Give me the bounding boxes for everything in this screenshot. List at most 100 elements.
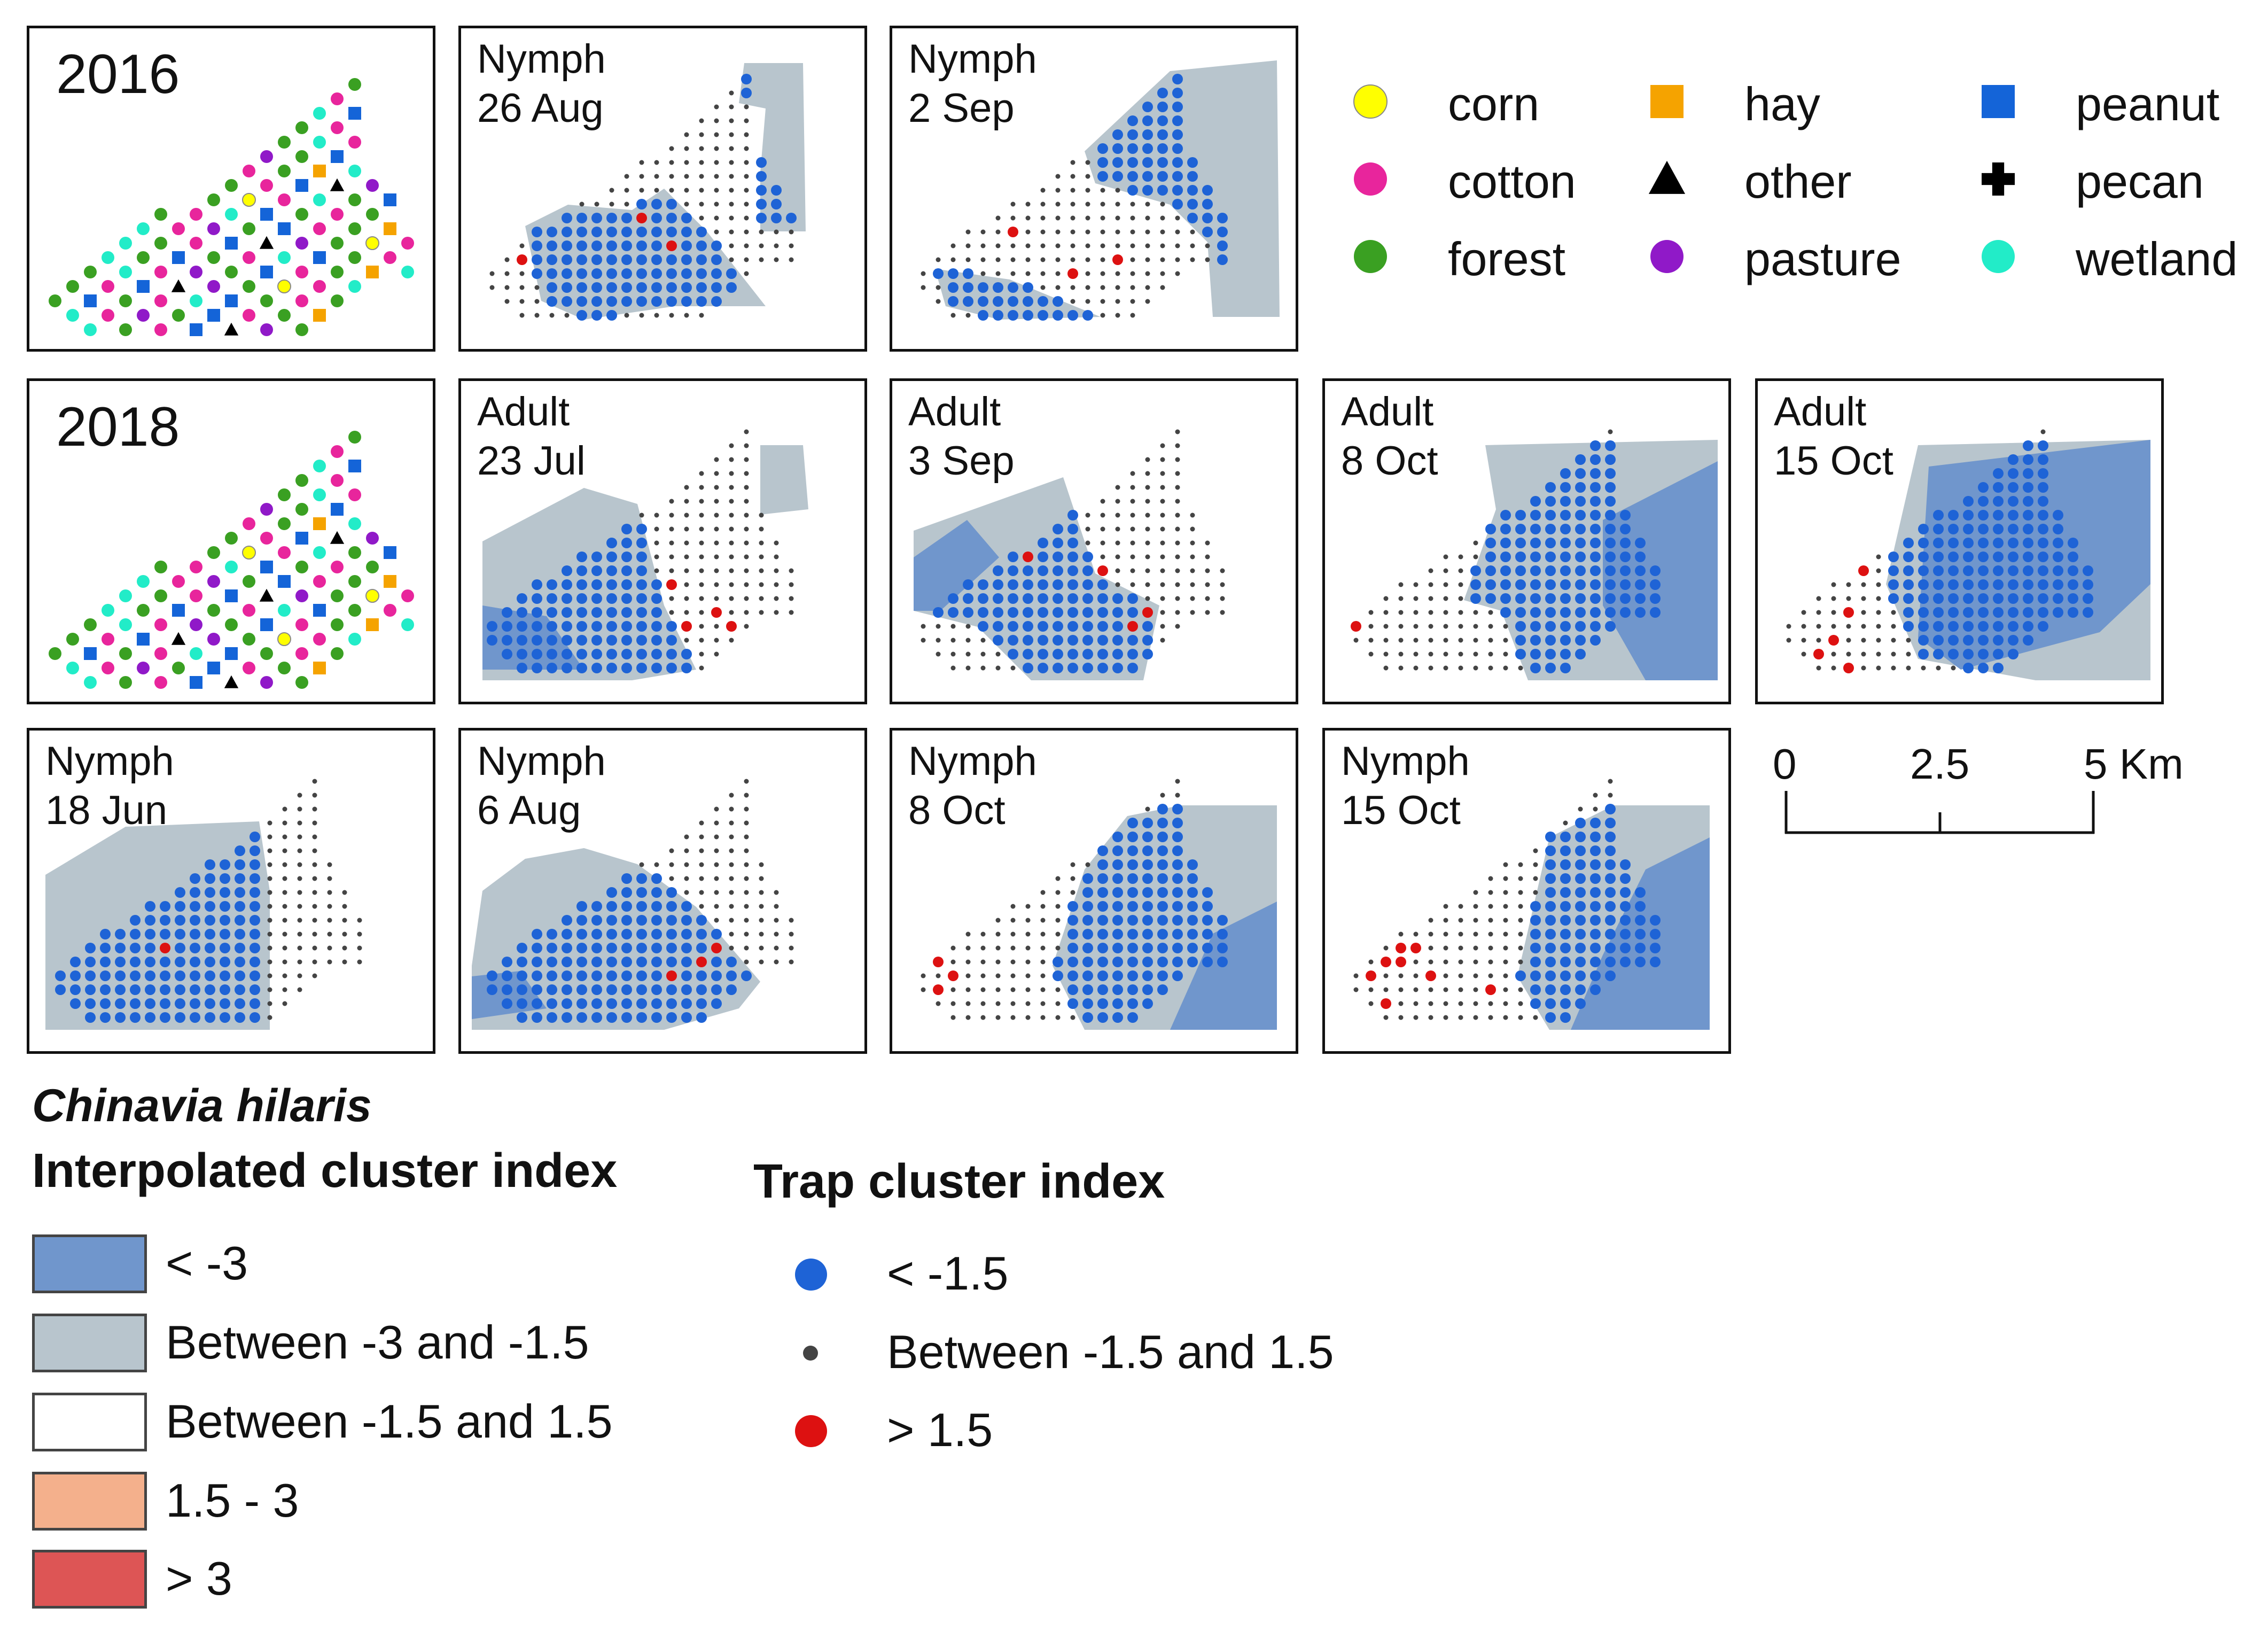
trap-dot-low [1620, 915, 1631, 926]
trap-dot-neutral [1115, 201, 1120, 207]
trap-dot-low [1038, 552, 1048, 562]
landuse-marker-forest [295, 208, 308, 221]
trap-dot-low [1008, 593, 1018, 604]
trap-dot-low [696, 254, 707, 265]
trap-dot-neutral [1190, 540, 1195, 546]
trap-dot-neutral [1055, 271, 1061, 276]
trap-dot-low [2023, 482, 2033, 493]
trap-dot-neutral [1518, 876, 1523, 881]
trap-dot-low [160, 998, 170, 1009]
trap-dot-low [1590, 579, 1601, 590]
panel-title: Nymph 2 Sep [908, 35, 1037, 133]
trap-dot-low [250, 970, 260, 981]
trap-dot-low [190, 1012, 200, 1023]
legend-symbol-pecan [1982, 173, 2015, 185]
trap-dot-neutral [1145, 457, 1150, 462]
trap-dot-low [1530, 663, 1541, 673]
trap-dot-low [1918, 524, 1929, 534]
trap-dot-low [2083, 579, 2093, 590]
landuse-marker-cotton [154, 323, 167, 336]
trap-dot-low [1112, 998, 1123, 1009]
trap-dot-low [1127, 143, 1138, 154]
trap-dot-neutral [729, 201, 734, 207]
trap-dot-neutral [1010, 665, 1016, 671]
trap-dot-neutral [921, 285, 926, 290]
trap-dot-neutral [1816, 596, 1821, 601]
trap-dot-low [1620, 607, 1631, 618]
landuse-marker-corn [277, 632, 291, 646]
landuse-marker-peanut [260, 618, 273, 631]
trap-dot-neutral [1443, 596, 1448, 601]
trap-dot-neutral [282, 918, 287, 923]
panel-stage: Adult [1774, 389, 1867, 434]
panel-date: 3 Sep [908, 438, 1015, 484]
trap-dot-low [1545, 957, 1556, 967]
trap-dot-neutral [282, 820, 287, 826]
trap-map [914, 429, 1225, 680]
trap-dot-low [1560, 901, 1571, 912]
trap-dot-neutral [1025, 918, 1031, 923]
trap-dot-low [591, 552, 602, 562]
trap-dot-neutral [1428, 959, 1433, 965]
trap-dot-low [160, 901, 170, 912]
trap-dot-neutral [1428, 931, 1433, 937]
scale-label-5km: 5 Km [2084, 740, 2184, 788]
trap-dot-low [70, 984, 81, 995]
trap-dot-low [681, 943, 692, 953]
trap-dot-low [235, 998, 245, 1009]
trap-dot-low [651, 887, 662, 898]
landuse-marker-cotton [295, 266, 308, 278]
trap-dot-low [1560, 468, 1571, 479]
trap-dot-neutral [744, 457, 749, 462]
trap-dot-low [175, 984, 185, 995]
trap-dot-low [1650, 607, 1661, 618]
trap-dot-neutral [936, 973, 941, 978]
trap-dot-low [532, 663, 542, 673]
trap-dot-neutral [699, 848, 704, 853]
trap-dot-low [636, 254, 647, 265]
trap-dot-low [1560, 524, 1571, 534]
trap-dot-neutral [267, 931, 272, 937]
trap-dot-high [933, 984, 944, 995]
trap-dot-neutral [267, 959, 272, 965]
trap-dot-low [532, 593, 542, 604]
trap-dot-low [1053, 538, 1063, 548]
trap-dot-low [1560, 593, 1571, 604]
trap-dot-neutral [1010, 945, 1016, 951]
trap-dot-low [1097, 915, 1108, 926]
trap-dot-neutral [1533, 876, 1538, 881]
trap-dot-low [502, 957, 512, 967]
trap-dot-low [2053, 565, 2063, 576]
trap-dot-neutral [744, 243, 749, 248]
trap-dot-low [606, 593, 617, 604]
trap-dot-low [666, 929, 677, 939]
trap-dot-low [1157, 102, 1168, 112]
trap-dot-neutral [342, 918, 347, 923]
trap-dot-high [160, 943, 170, 953]
trap-dot-low [1500, 565, 1511, 576]
trap-dot-neutral [744, 931, 749, 937]
trap-dot-low [576, 268, 587, 279]
landuse-marker-wetland [66, 309, 79, 322]
trap-dot-low [1515, 607, 1526, 618]
trap-dot-low [175, 1012, 185, 1023]
trap-dot-low [190, 998, 200, 1009]
trap-dot-low [220, 970, 230, 981]
trap-dot-low [1575, 873, 1586, 884]
landuse-marker-forest [295, 503, 308, 516]
trap-dot-low [651, 240, 662, 251]
trap-dot-neutral [1846, 651, 1851, 657]
trap-dot-low [1978, 593, 1989, 604]
trap-dot-low [726, 282, 737, 293]
trap-dot-neutral [1398, 582, 1404, 587]
trap-dot-low [1978, 621, 1989, 632]
trap-dot-low [1187, 171, 1198, 182]
trap-dot-low [547, 579, 557, 590]
landuse-marker-other [171, 632, 186, 645]
trap-dot-neutral [1518, 890, 1523, 895]
trap-dot-low [1575, 482, 1586, 493]
trap-dot-low [1575, 901, 1586, 912]
trap-dot-low [1575, 957, 1586, 967]
trap-dot-neutral [774, 945, 779, 951]
trap-dot-low [1605, 970, 1616, 981]
